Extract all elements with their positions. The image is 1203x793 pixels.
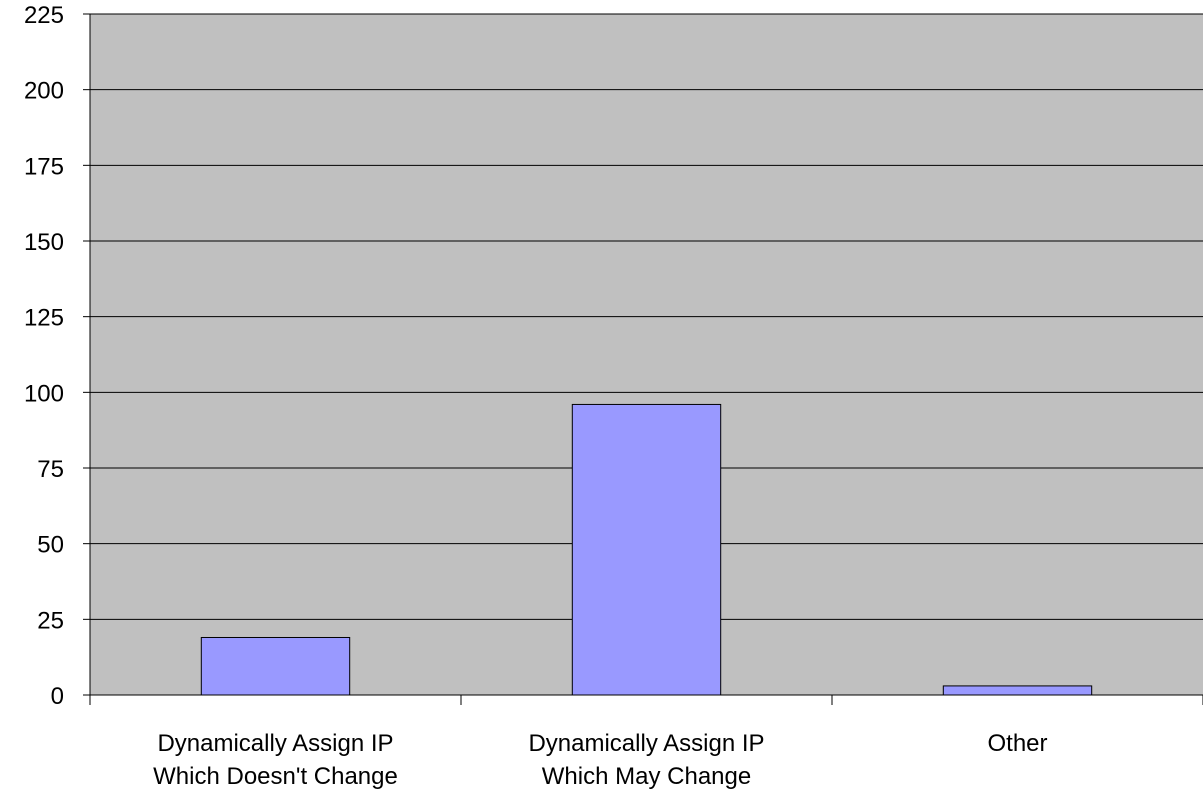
y-tick-label: 50 — [37, 532, 64, 559]
y-tick-label: 175 — [24, 153, 64, 180]
x-category-label-line: Which May Change — [542, 763, 751, 790]
y-tick-label: 125 — [24, 305, 64, 332]
y-axis-ticks: 0 25 50 75 100 125 150 175 200 225 — [24, 2, 90, 710]
x-category-label: Dynamically Assign IP Which May Change — [528, 730, 764, 790]
x-category-label-line: Dynamically Assign IP — [528, 730, 764, 757]
y-tick-label: 0 — [51, 683, 64, 710]
bar — [571, 403, 722, 696]
y-tick-label: 75 — [37, 456, 64, 483]
x-category-label: Dynamically Assign IP Which Doesn't Chang… — [153, 730, 398, 790]
x-category-label-line: Other — [987, 730, 1047, 757]
y-tick-label: 100 — [24, 380, 64, 407]
y-tick-label: 225 — [24, 2, 64, 29]
axes — [89, 14, 1203, 696]
y-tick-label: 25 — [37, 607, 64, 634]
bars — [200, 403, 1093, 696]
bar — [200, 636, 351, 696]
x-category-label-line: Which Doesn't Change — [153, 763, 398, 790]
x-category-label-line: Dynamically Assign IP — [157, 730, 393, 757]
y-tick-label: 200 — [24, 78, 64, 105]
bar — [942, 685, 1093, 696]
y-tick-label: 150 — [24, 229, 64, 256]
x-category-label: Other — [987, 730, 1047, 757]
x-axis-ticks: Dynamically Assign IP Which Doesn't Chang… — [89, 695, 1203, 790]
